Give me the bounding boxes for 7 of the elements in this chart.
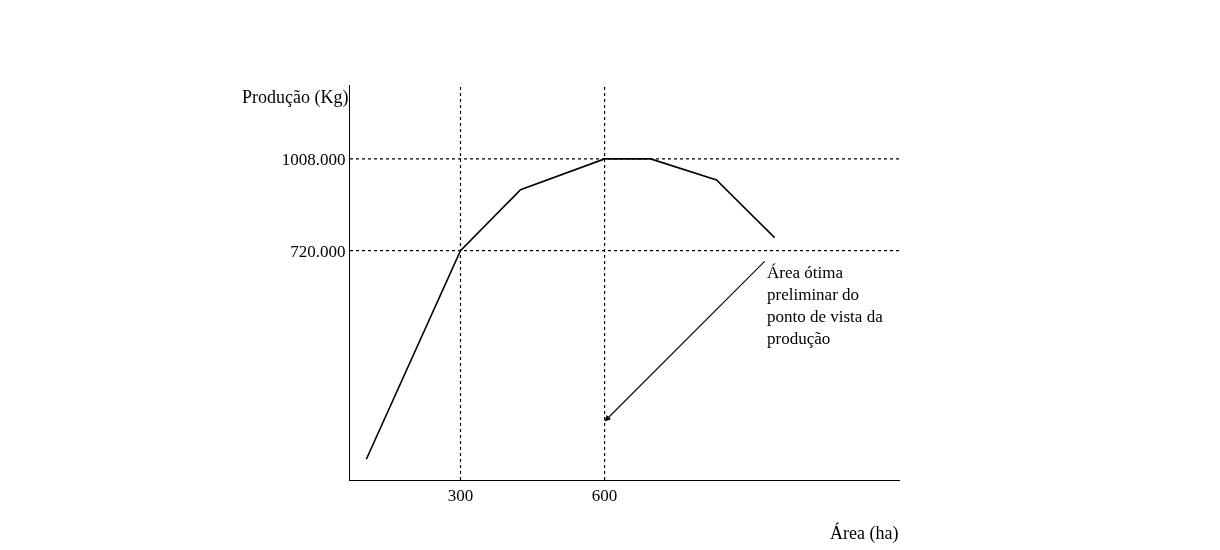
x-axis-title: Área (ha) (830, 522, 899, 544)
y-tick-label: 1008.000 (281, 149, 346, 169)
x-tick-label: 300 (447, 486, 474, 506)
y-axis-title: Produção (Kg) (242, 87, 349, 108)
x-tick-label: 600 (591, 486, 618, 506)
annotation: Área ótima preliminar do ponto de vista da produção (767, 263, 884, 349)
y-tick-label: 720.000 (290, 241, 346, 261)
